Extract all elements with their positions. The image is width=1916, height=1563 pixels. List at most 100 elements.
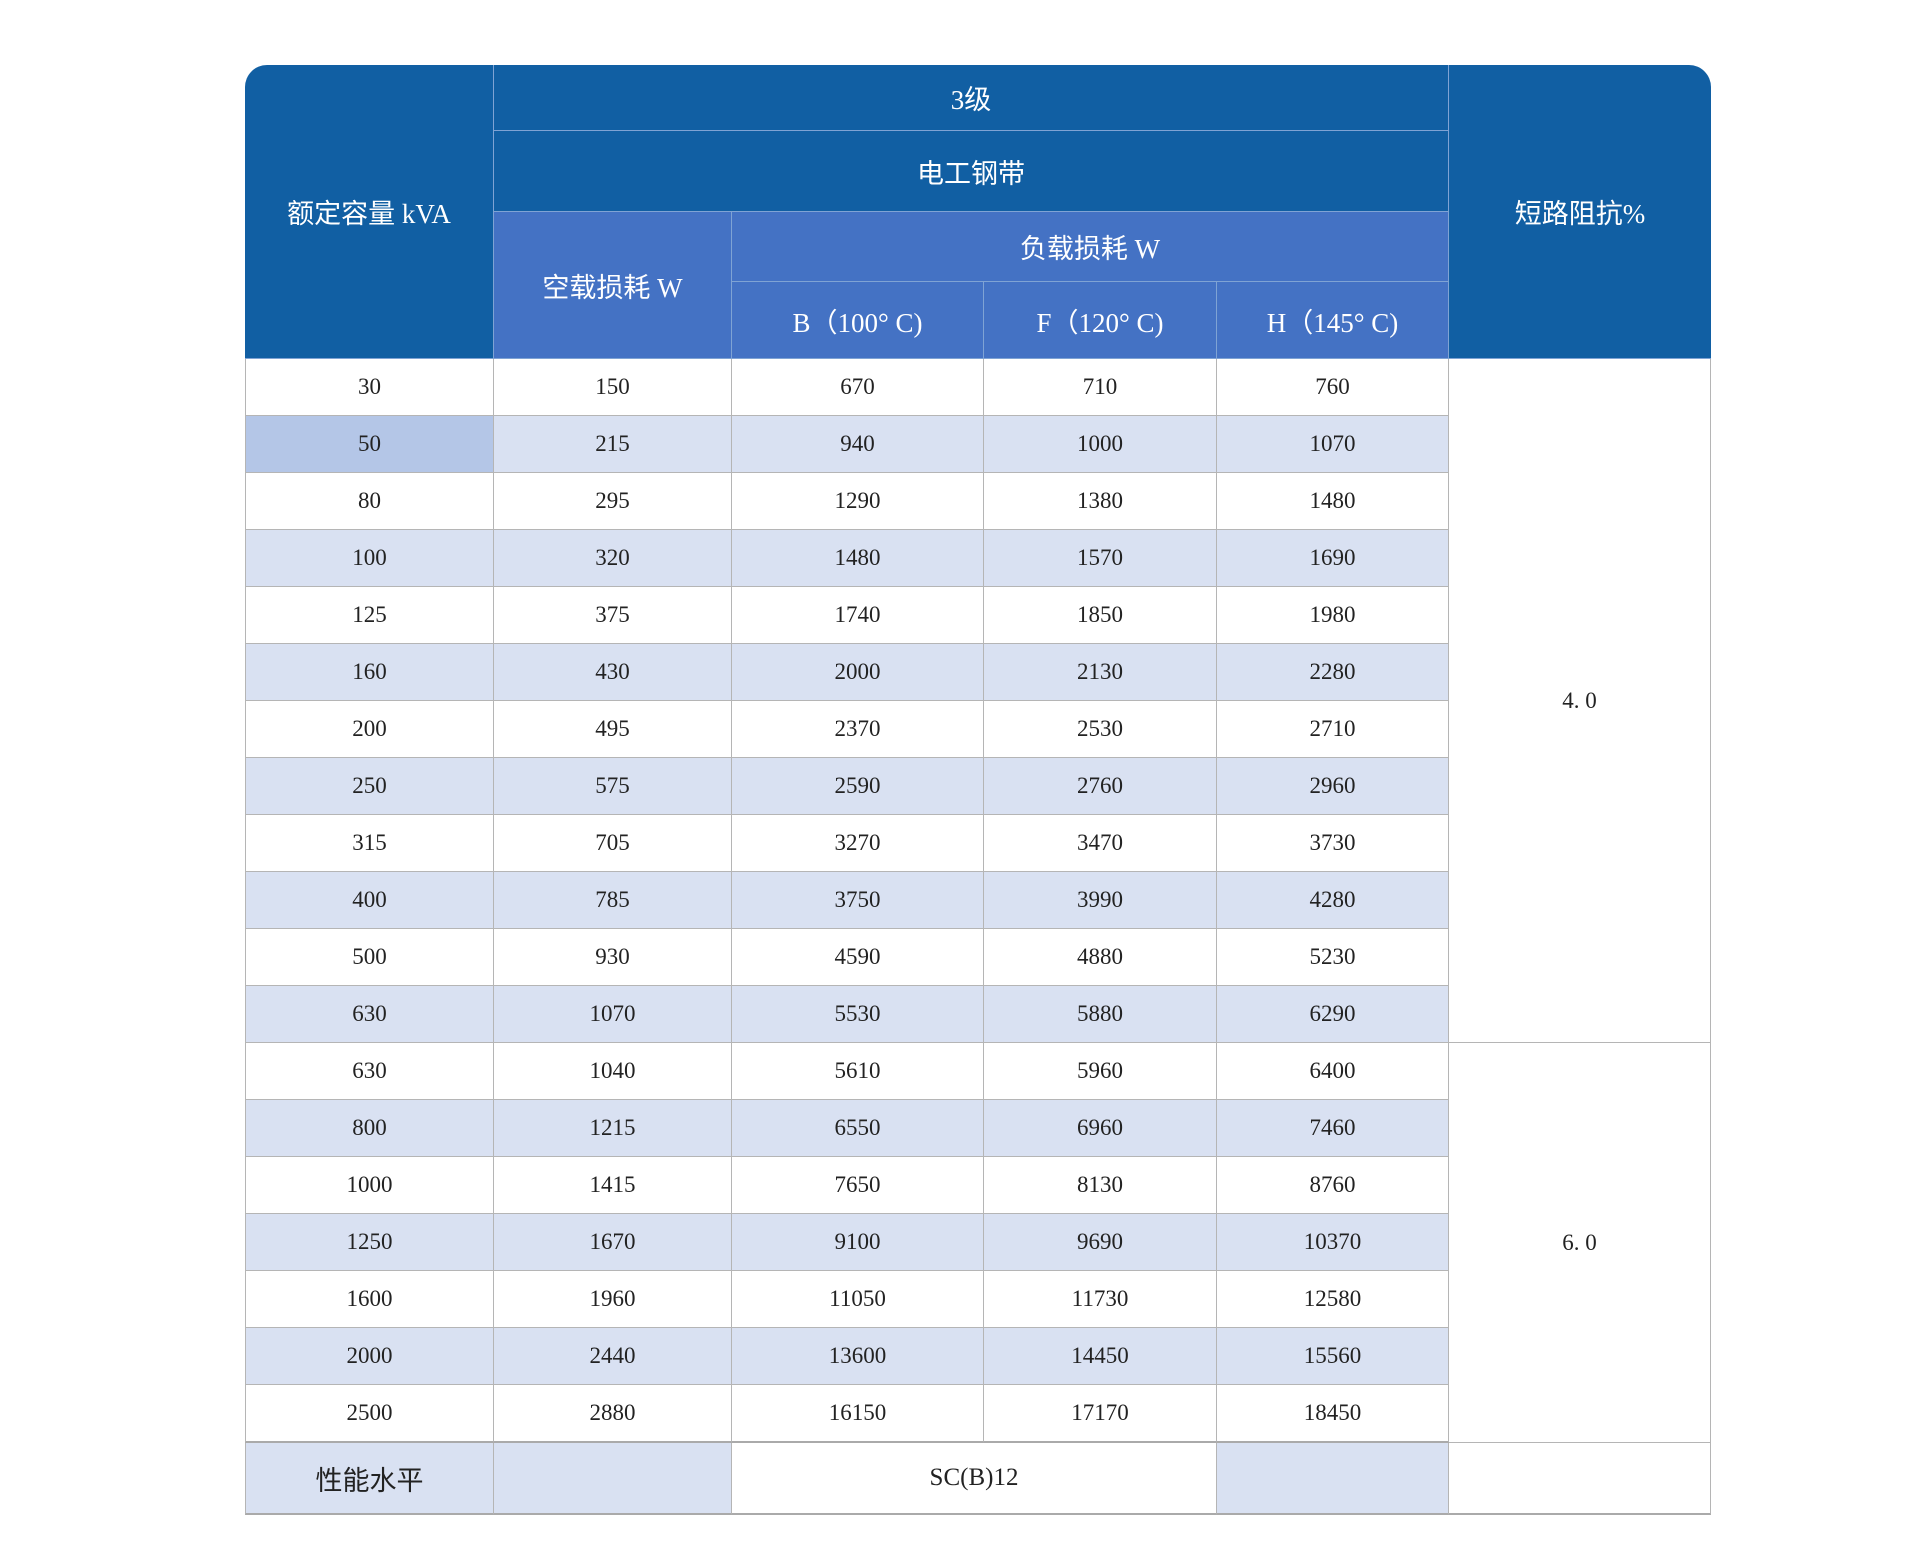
table-row: 800 1215 6550 6960 7460 — [245, 1100, 1711, 1157]
cell-load-loss-h: 1980 — [1217, 587, 1449, 644]
cell-load-loss-f: 14450 — [984, 1328, 1217, 1385]
cell-load-loss-h: 12580 — [1217, 1271, 1449, 1328]
cell-capacity: 315 — [245, 815, 494, 872]
cell-load-loss-f: 710 — [984, 359, 1217, 416]
cell-load-loss-b: 670 — [732, 359, 984, 416]
cell-load-loss-b: 940 — [732, 416, 984, 473]
table-row: 200 495 2370 2530 2710 — [245, 701, 1711, 758]
cell-capacity: 200 — [245, 701, 494, 758]
cell-capacity: 630 — [245, 986, 494, 1043]
table-row: 400 785 3750 3990 4280 — [245, 872, 1711, 929]
header-temp-h: H（145° C) — [1217, 282, 1449, 359]
cell-capacity: 100 — [245, 530, 494, 587]
cell-capacity: 125 — [245, 587, 494, 644]
performance-value: SC(B)12 — [732, 1443, 1217, 1515]
cell-load-loss-b: 3270 — [732, 815, 984, 872]
table-body: 30 150 670 710 760 4. 0 50 215 940 1000 1070 80 295 1… — [245, 359, 1711, 1443]
cell-capacity: 500 — [245, 929, 494, 986]
cell-no-load-loss: 295 — [494, 473, 732, 530]
cell-capacity: 160 — [245, 644, 494, 701]
empty-cell — [1217, 1443, 1449, 1515]
header-load-loss: 负载损耗 W — [732, 212, 1449, 282]
header-temp-f: F（120° C) — [984, 282, 1217, 359]
cell-load-loss-h: 1070 — [1217, 416, 1449, 473]
table-row: 630 1040 5610 5960 6400 6. 0 — [245, 1043, 1711, 1443]
cell-load-loss-b: 1740 — [732, 587, 984, 644]
cell-load-loss-b: 1290 — [732, 473, 984, 530]
empty-cell — [494, 1443, 732, 1515]
cell-no-load-loss: 705 — [494, 815, 732, 872]
cell-load-loss-b: 3750 — [732, 872, 984, 929]
table-row: 1600 1960 11050 11730 12580 — [245, 1271, 1711, 1328]
header-temp-b: B（100° C) — [732, 282, 984, 359]
cell-capacity: 30 — [245, 359, 494, 416]
cell-no-load-loss: 1415 — [494, 1157, 732, 1214]
cell-load-loss-h: 8760 — [1217, 1157, 1449, 1214]
cell-load-loss-f: 2530 — [984, 701, 1217, 758]
table-row: 2000 2440 13600 14450 15560 — [245, 1328, 1711, 1385]
table-row: 80 295 1290 1380 1480 — [245, 473, 1711, 530]
cell-load-loss-f: 2130 — [984, 644, 1217, 701]
cell-load-loss-f: 3990 — [984, 872, 1217, 929]
cell-load-loss-b: 5610 — [732, 1043, 984, 1100]
table-row: 30 150 670 710 760 4. 0 — [245, 359, 1711, 1043]
cell-load-loss-b: 16150 — [732, 1385, 984, 1443]
cell-load-loss-h: 3730 — [1217, 815, 1449, 872]
cell-load-loss-f: 5880 — [984, 986, 1217, 1043]
performance-row: 性能水平 SC(B)12 — [245, 1443, 1711, 1515]
cell-capacity: 2500 — [245, 1385, 494, 1443]
cell-capacity: 1000 — [245, 1157, 494, 1214]
header-no-load-loss: 空载损耗 W — [494, 212, 732, 359]
table-row: 315 705 3270 3470 3730 — [245, 815, 1711, 872]
cell-load-loss-f: 1000 — [984, 416, 1217, 473]
cell-load-loss-h: 760 — [1217, 359, 1449, 416]
cell-load-loss-f: 4880 — [984, 929, 1217, 986]
cell-load-loss-f: 2760 — [984, 758, 1217, 815]
transformer-spec-table: 额定容量 kVA 3级 短路阻抗% 电工钢带 空载损耗 W 负载损耗 W B（1… — [245, 65, 1711, 1515]
cell-load-loss-b: 1480 — [732, 530, 984, 587]
cell-load-loss-b: 11050 — [732, 1271, 984, 1328]
cell-load-loss-h: 6290 — [1217, 986, 1449, 1043]
cell-capacity: 1600 — [245, 1271, 494, 1328]
table-row: 500 930 4590 4880 5230 — [245, 929, 1711, 986]
cell-no-load-loss: 430 — [494, 644, 732, 701]
cell-capacity: 1250 — [245, 1214, 494, 1271]
header-impedance: 短路阻抗% — [1449, 65, 1711, 359]
cell-load-loss-f: 3470 — [984, 815, 1217, 872]
cell-load-loss-b: 2000 — [732, 644, 984, 701]
cell-capacity: 50 — [245, 416, 494, 473]
cell-no-load-loss: 1215 — [494, 1100, 732, 1157]
cell-capacity: 2000 — [245, 1328, 494, 1385]
cell-no-load-loss: 1960 — [494, 1271, 732, 1328]
cell-load-loss-b: 7650 — [732, 1157, 984, 1214]
table-row: 125 375 1740 1850 1980 — [245, 587, 1711, 644]
cell-capacity: 800 — [245, 1100, 494, 1157]
cell-load-loss-h: 2960 — [1217, 758, 1449, 815]
cell-load-loss-h: 1480 — [1217, 473, 1449, 530]
cell-load-loss-h: 5230 — [1217, 929, 1449, 986]
cell-load-loss-h: 7460 — [1217, 1100, 1449, 1157]
table-row: 1250 1670 9100 9690 10370 — [245, 1214, 1711, 1271]
cell-load-loss-f: 1380 — [984, 473, 1217, 530]
cell-load-loss-h: 18450 — [1217, 1385, 1449, 1443]
cell-no-load-loss: 785 — [494, 872, 732, 929]
cell-load-loss-f: 1850 — [984, 587, 1217, 644]
cell-load-loss-b: 9100 — [732, 1214, 984, 1271]
cell-impedance: 4. 0 — [1449, 359, 1711, 1043]
cell-no-load-loss: 1040 — [494, 1043, 732, 1100]
cell-load-loss-b: 13600 — [732, 1328, 984, 1385]
cell-load-loss-h: 2280 — [1217, 644, 1449, 701]
cell-load-loss-b: 6550 — [732, 1100, 984, 1157]
cell-no-load-loss: 1070 — [494, 986, 732, 1043]
table-row: 630 1070 5530 5880 6290 — [245, 986, 1711, 1043]
cell-load-loss-f: 9690 — [984, 1214, 1217, 1271]
table-row: 160 430 2000 2130 2280 — [245, 644, 1711, 701]
table-row: 250 575 2590 2760 2960 — [245, 758, 1711, 815]
table-row: 50 215 940 1000 1070 — [245, 416, 1711, 473]
cell-no-load-loss: 150 — [494, 359, 732, 416]
cell-no-load-loss: 375 — [494, 587, 732, 644]
header-material: 电工钢带 — [494, 131, 1449, 212]
empty-cell — [1449, 1443, 1711, 1515]
cell-no-load-loss: 575 — [494, 758, 732, 815]
cell-load-loss-f: 5960 — [984, 1043, 1217, 1100]
